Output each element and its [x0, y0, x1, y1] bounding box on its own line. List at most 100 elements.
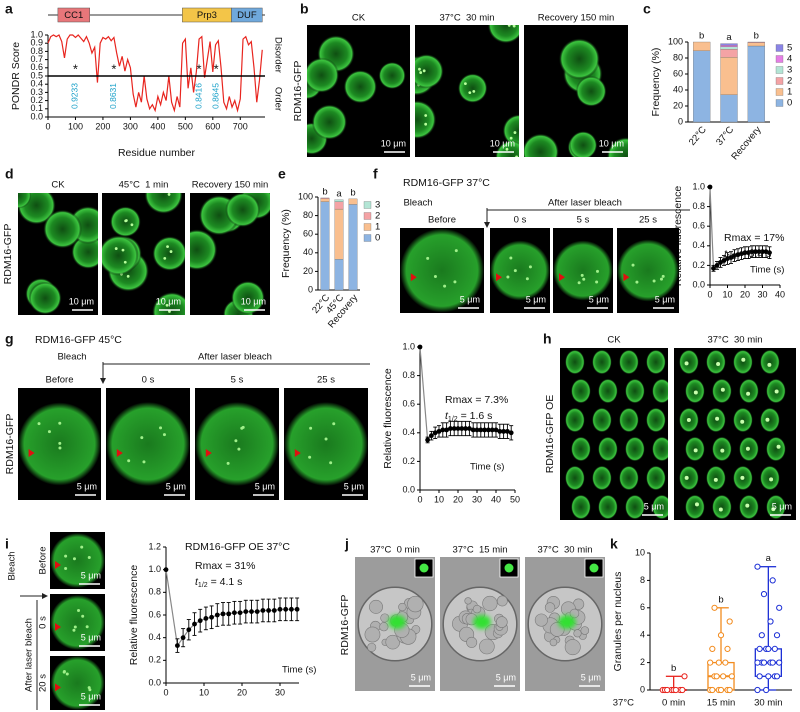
image-caption: 37°C 30 min [439, 13, 494, 24]
image-caption: CK [607, 335, 621, 346]
scale-bar-label: 5 μm [166, 481, 186, 491]
data-point [459, 426, 465, 431]
scale-bar-label: 10 μm [156, 296, 181, 306]
scale-bar-label: 10 μm [599, 138, 624, 148]
y-tick-label: 40 [303, 247, 313, 257]
data-point [425, 437, 430, 443]
y-axis-label: Relative fluorescence [382, 368, 394, 469]
granule [162, 433, 166, 437]
y-tick-label: 1.0 [402, 341, 415, 351]
organelle [479, 638, 495, 655]
legend-swatch [775, 55, 784, 63]
data-point [489, 427, 495, 433]
data-point [508, 430, 514, 436]
granule [774, 389, 779, 394]
micrograph [195, 388, 279, 500]
bar-segment [334, 208, 344, 260]
data-point [709, 686, 716, 694]
y-tick-label: 20 [303, 266, 313, 276]
y-tick-label: 0.6 [692, 221, 705, 231]
y-tick-label: 1.0 [30, 29, 43, 39]
legend-label: 2 [375, 211, 380, 222]
granule [123, 260, 127, 264]
half-time-symbol: t [724, 248, 728, 260]
granule [693, 390, 698, 395]
micrograph [190, 193, 270, 315]
image-caption: 37°C 30 min [537, 545, 592, 556]
y-tick-label: 100 [668, 36, 683, 46]
granule [769, 477, 774, 482]
data-point [505, 428, 510, 434]
y-tick-label: 0.2 [402, 456, 415, 466]
granule [596, 269, 600, 273]
granule [513, 131, 517, 134]
scale-bar-label: 5 μm [772, 501, 792, 511]
x-tick-label: 0 [417, 494, 422, 504]
nucleus [651, 436, 668, 462]
image-caption: Before [38, 547, 49, 575]
x-tick-label: 0 [45, 121, 50, 131]
row-label: RDM16-GFP OE [544, 395, 556, 474]
bar-segment [334, 199, 344, 202]
granule [58, 421, 62, 425]
nucleus [624, 436, 645, 462]
legend-label: 5 [787, 43, 792, 54]
half-time-value: = 5.4 s [737, 248, 772, 260]
bleach-marker [55, 561, 61, 570]
granule [426, 256, 430, 260]
cell [457, 73, 488, 104]
granule [87, 556, 91, 560]
granule [580, 273, 584, 277]
data-point [769, 659, 776, 666]
data-point [417, 344, 423, 350]
x-tick-label: 10 [199, 687, 209, 697]
micrograph [18, 193, 98, 315]
data-point [776, 659, 783, 666]
group-letter: b [699, 31, 704, 42]
panel-letter: g [5, 331, 14, 347]
granule [126, 274, 130, 278]
organelle [367, 642, 377, 652]
cell [378, 61, 406, 90]
half-time-note: t1/2 = 5.4 s [724, 248, 771, 262]
cell [311, 104, 348, 140]
image-caption: CK [352, 13, 366, 24]
granule [114, 247, 118, 250]
nucleus [738, 494, 759, 520]
image-caption: 37°C 15 min [452, 545, 507, 556]
group-letter: b [671, 663, 676, 674]
granule [159, 426, 163, 430]
data-point [266, 608, 271, 613]
data-point [721, 258, 727, 263]
bar-segment [747, 45, 765, 123]
data-point [203, 616, 209, 621]
data-point [672, 686, 679, 694]
cell [18, 193, 32, 209]
bleach-label: Bleach [403, 198, 432, 209]
granule [140, 436, 144, 440]
panel-title: RDM16-GFP 37°C [403, 177, 490, 189]
cell [558, 38, 601, 80]
x-tick-label: 30 [275, 687, 285, 697]
granule [453, 280, 457, 284]
nucleus [591, 349, 612, 375]
granule [37, 422, 41, 426]
data-point [436, 428, 442, 434]
half-time-symbol: t [195, 576, 199, 588]
cell [230, 280, 265, 315]
data-point [486, 427, 491, 433]
organelle [407, 595, 424, 613]
organelle [464, 597, 472, 605]
data-point [220, 611, 226, 617]
cell [225, 193, 261, 228]
image-caption: Before [46, 375, 74, 386]
bar-segment [334, 201, 344, 210]
data-point [186, 627, 192, 633]
data-point [711, 604, 718, 611]
panel-title: RDM16-GFP 45°C [35, 334, 122, 346]
cell [617, 239, 679, 302]
row-label: RDM16-GFP [292, 61, 304, 122]
granule [234, 439, 238, 443]
legend-swatch [775, 99, 784, 107]
data-point [470, 427, 476, 433]
